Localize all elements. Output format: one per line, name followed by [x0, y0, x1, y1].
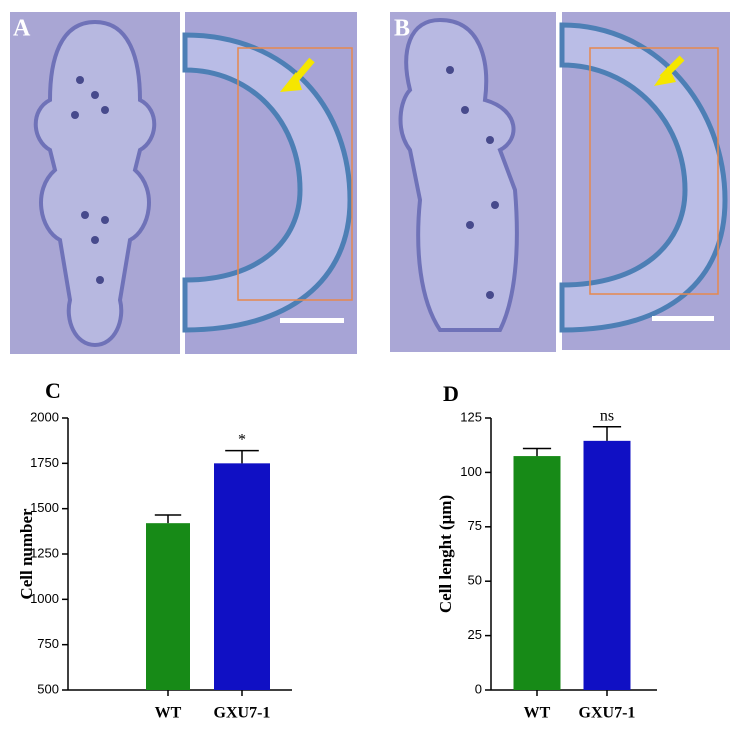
y-tick-label: 2000	[30, 409, 59, 424]
error-bar	[225, 449, 259, 464]
error-bar	[592, 425, 622, 441]
micrograph-a	[10, 12, 357, 354]
panel-label: A	[13, 16, 31, 42]
y-tick-label: 100	[460, 464, 482, 479]
bar	[583, 440, 631, 690]
y-tick-label: 0	[475, 681, 482, 696]
micrograph-b	[390, 12, 730, 352]
x-tick-label: GXU7-1	[579, 705, 636, 722]
y-tick-label: 125	[460, 409, 482, 424]
x-tick-label: WT	[155, 705, 182, 722]
panel-label: D	[443, 381, 459, 406]
panel-label: B	[394, 16, 410, 42]
y-tick-label: 75	[468, 518, 482, 533]
bar	[513, 456, 561, 690]
bar	[146, 523, 190, 690]
panel-label: C	[45, 378, 61, 403]
x-tick-label: WT	[524, 705, 551, 722]
y-tick-label: 25	[468, 627, 482, 642]
y-tick-label: 1500	[30, 500, 59, 515]
y-tick-label: 50	[468, 573, 482, 588]
y-axis-label: Cell lenght (μm)	[436, 495, 455, 613]
y-tick-label: 1250	[30, 545, 59, 560]
significance-label: *	[238, 431, 246, 448]
y-axis-label: Cell number	[17, 508, 36, 600]
y-tick-label: 500	[37, 681, 59, 696]
error-bar	[522, 447, 552, 457]
error-bar	[154, 514, 182, 524]
x-tick-label: GXU7-1	[214, 705, 271, 722]
y-tick-label: 1750	[30, 455, 59, 470]
y-tick-label: 750	[37, 636, 59, 651]
significance-label: ns	[600, 407, 614, 424]
bar	[214, 463, 270, 690]
y-tick-label: 1000	[30, 591, 59, 606]
